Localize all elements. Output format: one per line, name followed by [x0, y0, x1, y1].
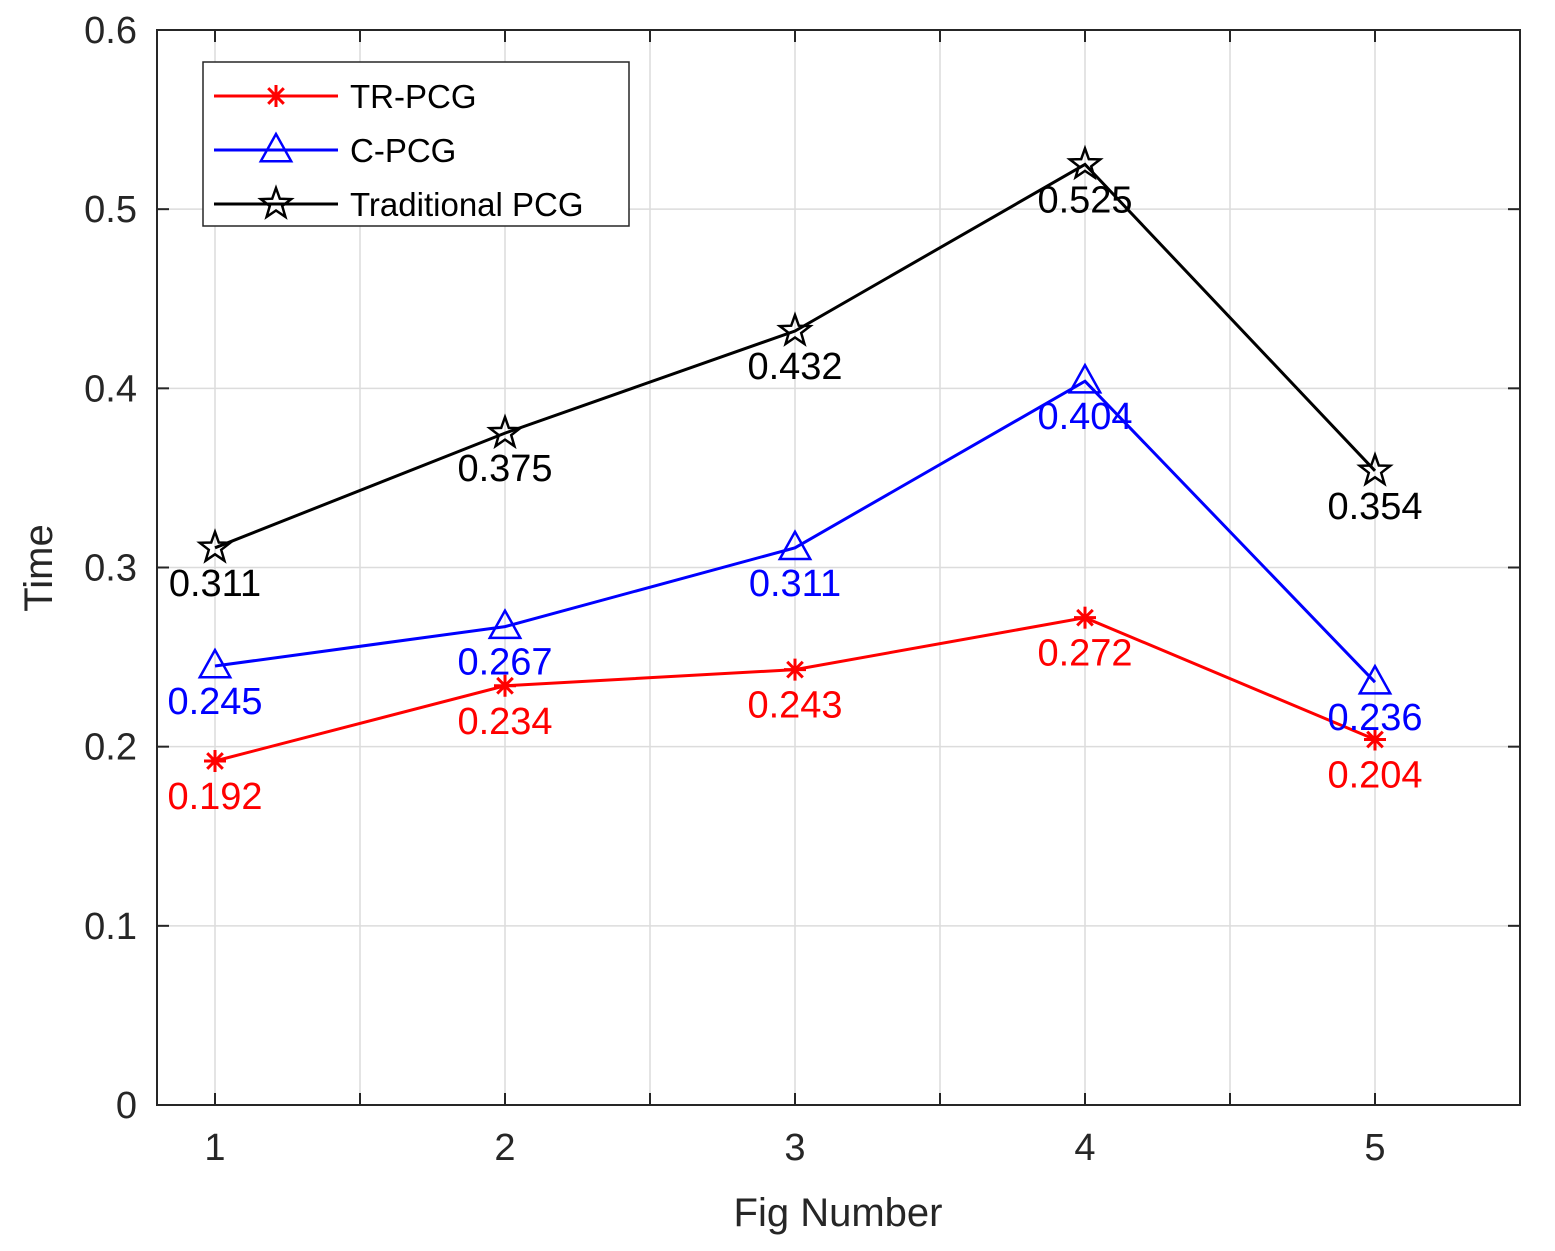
- data-point-traditional-pcg: [196, 528, 234, 564]
- data-point-tr-pcg: [1364, 728, 1386, 751]
- y-axis-label: Time: [17, 524, 61, 611]
- data-label-tr-pcg: 0.204: [1327, 755, 1422, 797]
- legend-marker-c-pcg: [258, 131, 294, 163]
- y-tick-label: 0.4: [84, 368, 137, 410]
- y-tick-label: 0.6: [84, 10, 137, 52]
- data-label-c-pcg: 0.236: [1327, 697, 1422, 739]
- x-tick-label: 3: [784, 1127, 805, 1169]
- data-point-traditional-pcg: [486, 413, 524, 450]
- legend-label-traditional-pcg: Traditional PCG: [350, 186, 584, 223]
- data-label-tr-pcg: 0.192: [167, 776, 262, 818]
- y-tick-label: 0.5: [84, 189, 137, 231]
- legend-label-tr-pcg: TR-PCG: [350, 78, 477, 115]
- data-label-traditional-pcg: 0.354: [1327, 486, 1422, 528]
- legend-box: [202, 61, 630, 227]
- data-point-traditional-pcg: [1066, 144, 1104, 181]
- y-tick-label: 0.2: [84, 727, 137, 769]
- data-point-c-pcg: [487, 608, 523, 640]
- data-label-c-pcg: 0.404: [1037, 396, 1132, 438]
- x-tick-label: 2: [494, 1127, 515, 1169]
- data-label-tr-pcg: 0.234: [457, 701, 552, 743]
- series-line-traditional-pcg: [214, 162, 1377, 550]
- y-tick-label: 0: [116, 1085, 137, 1127]
- x-axis-label: Fig Number: [734, 1191, 943, 1235]
- data-point-tr-pcg: [784, 658, 806, 681]
- axis-ticks: 1 2 3 4 5 0 0.1 0.2 0.3 0.4 0.5 0.6: [84, 10, 1520, 1169]
- legend: TR-PCG C-PCG Traditional PCG: [202, 61, 630, 227]
- data-label-c-pcg: 0.311: [749, 563, 841, 605]
- y-tick-label: 0.3: [84, 548, 137, 590]
- data-point-c-pcg: [777, 529, 813, 561]
- y-tick-label: 0.1: [84, 906, 137, 948]
- data-label-c-pcg: 0.245: [167, 681, 262, 723]
- data-point-c-pcg: [197, 647, 233, 679]
- data-label-traditional-pcg: 0.375: [457, 448, 552, 490]
- x-tick-label: 4: [1074, 1127, 1095, 1169]
- series-line-c-pcg: [214, 379, 1377, 684]
- x-tick-label: 1: [204, 1127, 225, 1169]
- series-group: [196, 144, 1394, 772]
- data-label-traditional-pcg: 0.432: [747, 346, 842, 388]
- legend-marker-tr-pcg: [265, 85, 287, 107]
- data-label-tr-pcg: 0.243: [747, 685, 842, 727]
- legend-marker-traditional-pcg: [257, 184, 295, 220]
- data-point-tr-pcg: [1074, 606, 1096, 629]
- data-label-tr-pcg: 0.272: [1037, 633, 1132, 675]
- data-point-tr-pcg: [494, 674, 516, 697]
- data-label-c-pcg: 0.267: [457, 642, 552, 684]
- data-point-traditional-pcg: [776, 311, 814, 347]
- data-label-traditional-pcg: 0.525: [1037, 179, 1132, 221]
- data-label-traditional-pcg: 0.311: [169, 563, 261, 605]
- data-point-c-pcg: [1067, 362, 1103, 394]
- x-tick-label: 5: [1364, 1127, 1385, 1169]
- legend-label-c-pcg: C-PCG: [350, 132, 456, 169]
- data-point-tr-pcg: [204, 750, 226, 772]
- data-point-c-pcg: [1357, 663, 1393, 695]
- data-labels: 0.192 0.234 0.243 0.272 0.204 0.245 0.267 0.311…: [167, 179, 1422, 818]
- data-point-traditional-pcg: [1356, 451, 1394, 487]
